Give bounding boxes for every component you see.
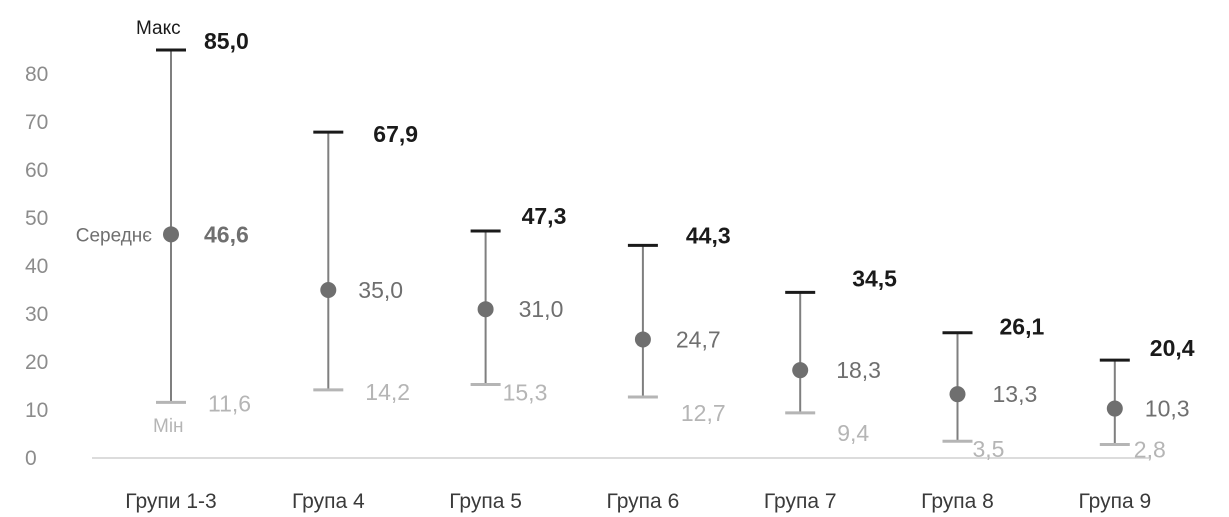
mean-value-label: 24,7 [676,326,721,352]
annotation-min: Мін [153,416,184,437]
category-label: Група 8 [921,490,994,513]
max-value-label: 34,5 [852,265,897,291]
mean-value-label: 10,3 [1145,396,1190,422]
y-tick-label: 70 [25,111,48,134]
max-value-label: 85,0 [204,28,249,54]
y-tick-label: 80 [25,63,48,86]
category-label: Групи 1-3 [125,490,216,513]
min-value-label: 3,5 [973,436,1005,462]
min-value-label: 9,4 [837,420,869,446]
max-value-label: 67,9 [373,121,418,147]
y-tick-label: 60 [25,159,48,182]
min-value-label: 15,3 [503,380,548,406]
mean-value-label: 31,0 [519,296,564,322]
min-value-label: 2,8 [1134,437,1166,463]
category-label: Група 5 [449,490,522,513]
mean-point [949,386,966,403]
y-tick-label: 30 [25,303,48,326]
category-label: Група 7 [764,490,837,513]
category-label: Група 9 [1078,490,1151,513]
min-value-label: 12,7 [681,400,726,426]
y-tick-label: 40 [25,255,48,278]
mean-point [477,301,494,318]
max-value-label: 20,4 [1150,335,1195,361]
annotation-max: Макс [136,18,181,39]
mean-value-label: 13,3 [993,381,1038,407]
category-label: Група 6 [607,490,680,513]
mean-point [634,331,651,348]
max-value-label: 26,1 [1000,314,1045,340]
mean-point [1106,400,1123,417]
mean-value-label: 35,0 [358,277,403,303]
y-tick-label: 10 [25,399,48,422]
y-tick-label: 0 [25,447,37,470]
annotation-mean: Середнє [76,225,153,246]
category-label: Група 4 [292,490,365,513]
min-value-label: 11,6 [208,390,251,416]
mean-point [320,282,337,298]
mean-value-label: 18,3 [836,357,881,383]
mean-value-label: 46,6 [204,221,249,247]
mean-point [163,226,179,243]
y-tick-label: 50 [25,207,48,230]
max-value-label: 44,3 [686,222,731,248]
mean-point [792,362,809,379]
max-value-label: 47,3 [522,203,567,229]
min-value-label: 14,2 [365,379,410,405]
y-tick-label: 20 [25,351,48,374]
